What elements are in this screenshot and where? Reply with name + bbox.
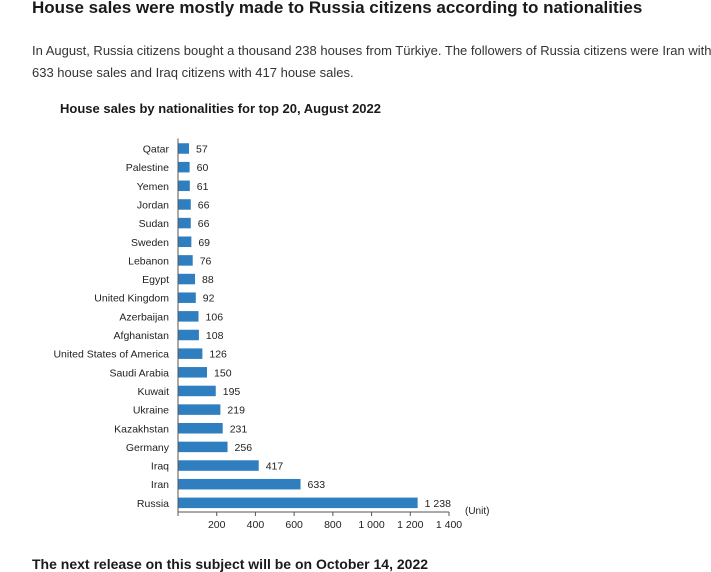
category-label: Azerbaijan <box>119 311 169 323</box>
bar <box>178 255 193 266</box>
x-tick-label: 800 <box>324 519 342 531</box>
category-label: Iraq <box>151 461 169 473</box>
value-label: 219 <box>227 405 245 417</box>
summary-paragraph: In August, Russia citizens bought a thou… <box>32 43 711 80</box>
category-label: Saudi Arabia <box>109 367 169 379</box>
bar <box>178 180 190 192</box>
x-tick-label: 1 000 <box>358 519 384 531</box>
value-label: 66 <box>198 199 210 211</box>
category-label: Germany <box>126 442 170 454</box>
category-label: United States of America <box>53 349 169 361</box>
bar <box>178 311 199 322</box>
bar <box>178 217 191 229</box>
category-label: Jordan <box>137 199 169 211</box>
value-label: 108 <box>206 330 224 342</box>
x-tick-label: 1 400 <box>436 519 462 531</box>
bar <box>178 423 223 434</box>
chart-title: House sales by nationalities for top 20,… <box>60 101 381 116</box>
bar <box>178 273 196 285</box>
category-label: Afghanistan <box>114 330 170 342</box>
unit-label: (Unit) <box>465 506 489 517</box>
category-label: Sudan <box>139 218 170 230</box>
category-label: Yemen <box>137 181 169 193</box>
bar <box>178 348 203 359</box>
value-label: 106 <box>206 311 224 323</box>
category-label: Egypt <box>142 274 169 286</box>
category-label: Qatar <box>143 144 170 156</box>
page-heading: House sales were mostly made to Russia c… <box>32 0 643 17</box>
value-label: 256 <box>235 442 253 454</box>
category-label: Russia <box>137 498 169 510</box>
category-label: Sweden <box>131 237 169 249</box>
bar <box>178 497 418 509</box>
value-label: 126 <box>209 349 227 361</box>
bar <box>178 367 208 378</box>
next-release-note: The next release on this subject will be… <box>32 556 429 572</box>
value-label: 57 <box>196 144 208 156</box>
bar <box>178 199 191 210</box>
value-label: 69 <box>198 237 210 249</box>
value-label: 150 <box>214 367 232 379</box>
value-label: 1 238 <box>425 498 451 510</box>
bar <box>178 143 190 154</box>
bar <box>178 329 199 341</box>
category-label: United Kingdom <box>94 293 169 305</box>
bar <box>178 385 216 397</box>
value-label: 66 <box>198 218 210 230</box>
value-label: 231 <box>230 423 248 435</box>
category-label: Ukraine <box>133 405 169 417</box>
x-tick-label: 400 <box>247 519 265 531</box>
x-tick-label: 200 <box>208 519 226 531</box>
bar <box>178 292 196 303</box>
x-tick-label: 600 <box>285 519 303 531</box>
category-label: Iran <box>151 479 169 491</box>
bar <box>178 161 190 173</box>
value-label: 88 <box>202 274 214 286</box>
bar <box>178 441 228 453</box>
value-label: 195 <box>223 386 241 398</box>
category-label: Palestine <box>126 162 169 174</box>
value-label: 633 <box>308 479 326 491</box>
category-label: Lebanon <box>128 255 169 267</box>
category-label: Kuwait <box>137 386 169 398</box>
bar-chart: Qatar 57 Palestine 60 Yemen 61 Jordan 66 Sudan 66… <box>53 138 489 531</box>
value-label: 92 <box>203 293 215 305</box>
bar <box>178 460 259 471</box>
bar <box>178 236 192 247</box>
bar <box>178 478 301 490</box>
value-label: 61 <box>197 181 209 193</box>
value-label: 417 <box>266 461 284 473</box>
value-label: 76 <box>200 255 212 267</box>
x-tick-label: 1 200 <box>397 519 423 531</box>
value-label: 60 <box>197 162 209 174</box>
category-label: Kazakhstan <box>114 423 169 435</box>
bar <box>178 404 221 415</box>
